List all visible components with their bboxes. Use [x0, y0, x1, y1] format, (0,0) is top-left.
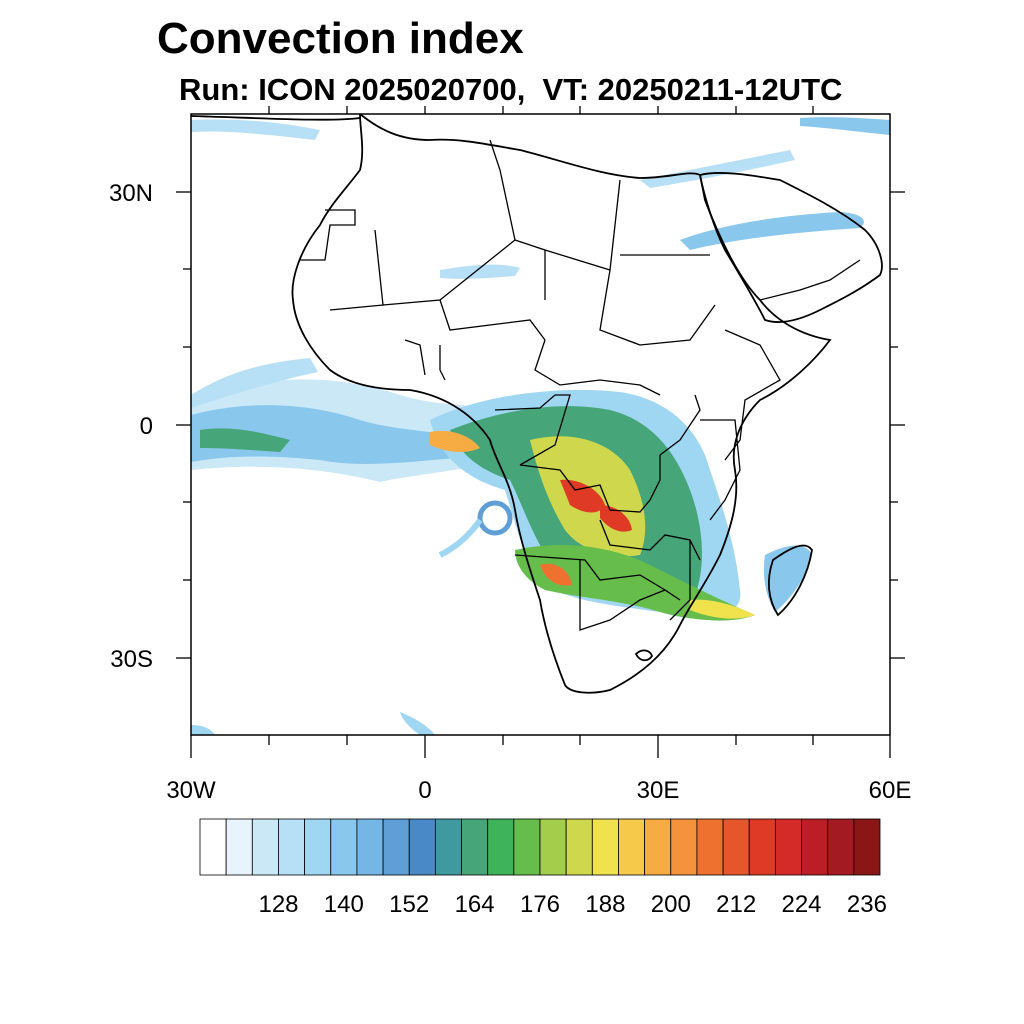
- colorbar-swatch: [722, 818, 750, 876]
- colorbar-tick-label: 188: [585, 891, 625, 918]
- colorbar-swatch: [827, 818, 855, 876]
- field-sw-corner: [191, 725, 215, 735]
- border-mauritania-ws: [300, 209, 356, 261]
- border-car: [534, 339, 661, 396]
- colorbar-swatch: [513, 818, 541, 876]
- border-angola-namibia: [514, 554, 666, 591]
- border-mozambique: [669, 540, 691, 621]
- colorbar-swatch: [199, 818, 227, 876]
- border-west-africa: [404, 339, 446, 381]
- field-congo-red: [560, 479, 605, 513]
- border-zambia: [599, 519, 701, 561]
- colorbar: [199, 818, 881, 876]
- colorbar-swatch: [408, 818, 436, 876]
- colorbar-swatch: [539, 818, 567, 876]
- map-title: Convection index: [157, 14, 524, 63]
- colorbar-swatch: [304, 818, 332, 876]
- coastlines: [191, 114, 883, 694]
- colorbar-swatch: [434, 818, 462, 876]
- lon-label-0: 0: [418, 777, 431, 804]
- field-namibia-orange: [540, 563, 572, 586]
- lat-label-30s: 30S: [110, 646, 153, 673]
- colorbar-tick-label: 236: [847, 891, 887, 918]
- colorbar-swatch: [670, 818, 698, 876]
- colorbar-swatch: [225, 818, 253, 876]
- colorbar-tick-label: 164: [455, 891, 495, 918]
- field-egypt-streak: [640, 150, 795, 188]
- colorbar-swatch: [774, 818, 802, 876]
- colorbar-swatch: [565, 818, 593, 876]
- field-gabon-orange: [430, 430, 480, 452]
- colorbar-swatch: [644, 818, 672, 876]
- field-atlantic-green: [200, 428, 290, 452]
- colorbar-tick-label: 224: [781, 891, 821, 918]
- coast-europe: [191, 115, 361, 121]
- colorbar-swatch: [591, 818, 619, 876]
- field-swirl: [477, 500, 513, 536]
- lat-label-0: 0: [140, 413, 153, 440]
- colorbar-tick-label: 128: [258, 891, 298, 918]
- lon-label-30e: 30E: [637, 777, 680, 804]
- map-subtitle: Run: ICON 2025020700, VT: 20250211-12UTC: [179, 72, 843, 107]
- colorbar-swatch: [618, 818, 646, 876]
- border-libya-algeria: [489, 139, 516, 241]
- coast-madagascar: [767, 544, 813, 617]
- border-drc: [519, 455, 661, 513]
- field-mozambique-yellow: [690, 599, 755, 619]
- colorbar-tick-label: 212: [716, 891, 756, 918]
- colorbar-tick-label: 176: [520, 891, 560, 918]
- colorbar-tick-label: 152: [389, 891, 429, 918]
- border-sudan: [599, 269, 716, 346]
- border-botswana: [579, 560, 681, 631]
- colorbar-swatch: [461, 818, 489, 876]
- border-saudi: [759, 259, 861, 301]
- colorbar-tick-label: 140: [324, 891, 364, 918]
- colorbar-swatch: [278, 818, 306, 876]
- colorbar-swatch: [853, 818, 881, 876]
- field-sahara-streak: [440, 264, 520, 279]
- coast-lesotho: [634, 649, 653, 662]
- colorbar-swatch: [356, 818, 384, 876]
- coast-africa: [291, 114, 832, 694]
- field-zambia-red: [600, 505, 632, 532]
- field-mideast-streak: [680, 212, 864, 250]
- colorbar-swatch: [748, 818, 776, 876]
- colorbar-tick-label: 200: [651, 891, 691, 918]
- colorbar-labels: 128 140 152 164 176 188 200 212 224 236: [258, 891, 886, 918]
- colorbar-swatch: [382, 818, 410, 876]
- field-nw-streak: [191, 358, 318, 408]
- field-madagascar: [763, 545, 812, 612]
- border-burkina-nigeria: [439, 299, 546, 341]
- colorbar-swatch: [330, 818, 358, 876]
- border-uganda-kenya: [659, 394, 701, 456]
- colorbar-swatch: [801, 818, 829, 876]
- colorbar-swatch: [487, 818, 515, 876]
- country-borders: [300, 139, 861, 631]
- border-kenya-tanzania: [700, 419, 741, 521]
- colorbar-swatch: [696, 818, 724, 876]
- lat-label-30n: 30N: [109, 180, 153, 207]
- border-congo-cameroon: [494, 394, 571, 466]
- field-swirl-tail: [438, 518, 483, 558]
- lon-label-30w: 30W: [166, 777, 216, 804]
- field-south-streak: [400, 712, 435, 735]
- lon-label-60e: 60E: [869, 777, 912, 804]
- field-north-streak: [191, 119, 320, 140]
- coast-arabia: [698, 172, 883, 323]
- colorbar-swatch: [251, 818, 279, 876]
- axis-ticks: [176, 106, 905, 758]
- field-ne-corner: [800, 117, 890, 135]
